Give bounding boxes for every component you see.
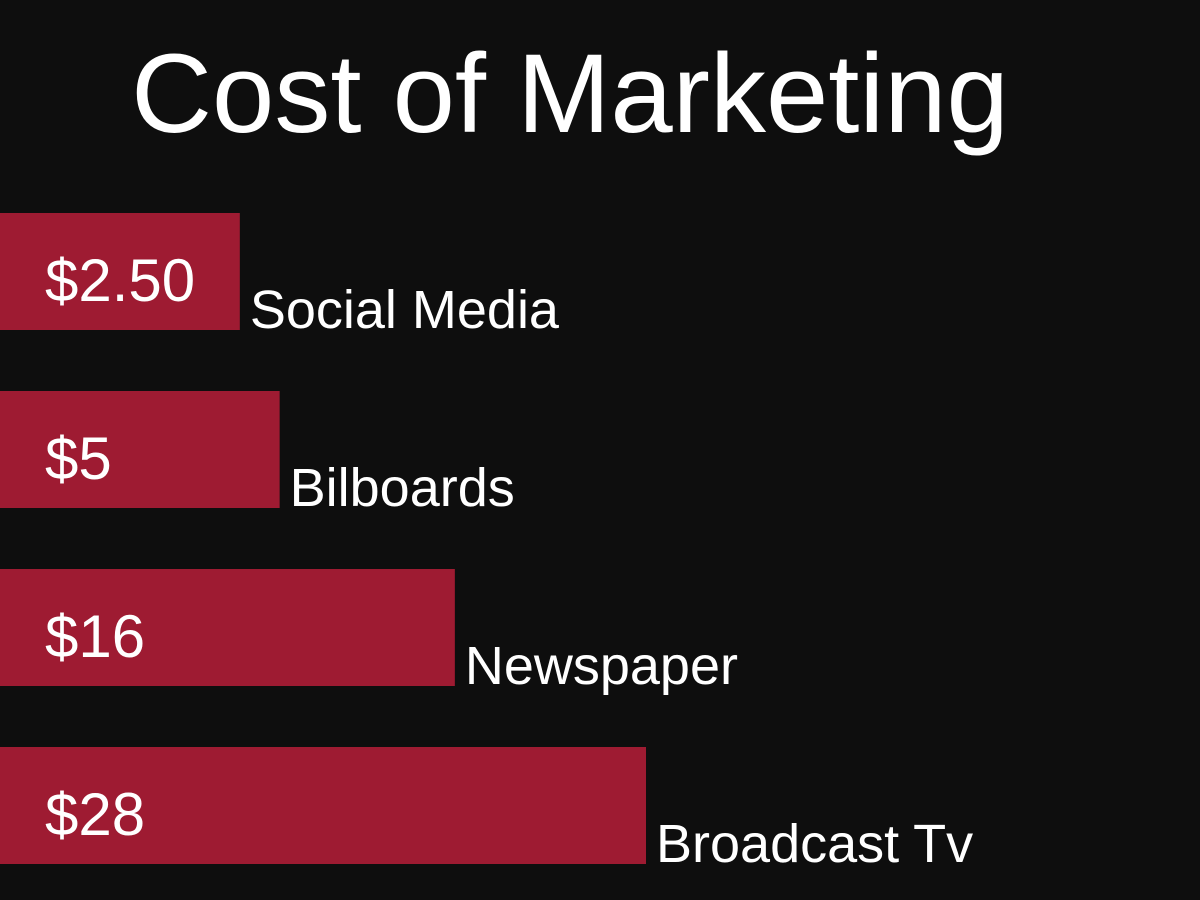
bar bbox=[0, 747, 646, 864]
category-label: Broadcast Tv bbox=[656, 814, 973, 874]
value-label: $28 bbox=[45, 781, 145, 848]
category-label: Bilboards bbox=[290, 458, 515, 518]
bar bbox=[0, 213, 240, 330]
category-label: Newspaper bbox=[465, 636, 738, 696]
bar bbox=[0, 391, 280, 508]
category-label: Social Media bbox=[250, 280, 560, 340]
value-label: $16 bbox=[45, 603, 145, 670]
chart-title: Cost of Marketing bbox=[131, 31, 1009, 156]
value-label: $2.50 bbox=[45, 247, 195, 314]
bar bbox=[0, 569, 455, 686]
value-label: $5 bbox=[45, 425, 112, 492]
